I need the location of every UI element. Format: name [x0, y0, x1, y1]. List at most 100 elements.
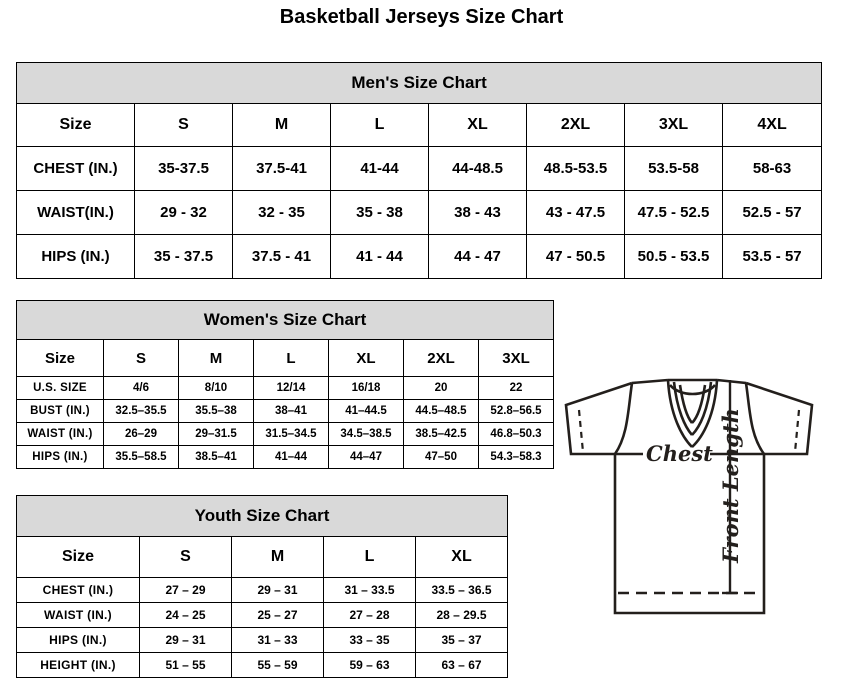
vneck-outer-curve [666, 379, 693, 448]
table-row: CHEST (IN.) 27 – 29 29 – 31 31 – 33.5 33… [16, 577, 509, 603]
youth-band-title: Youth Size Chart [15, 495, 509, 537]
womens-row-label-us-size: U.S. SIZE [16, 376, 104, 400]
mens-row-label-hips: HIPS (IN.) [16, 234, 135, 279]
mens-cell-chest-xl: 44-48.5 [428, 146, 527, 191]
youth-col-header-l: L [323, 536, 416, 578]
womens-col-header-size: Size [16, 339, 104, 377]
womens-size-chart-table: Women's Size Chart Size S M L XL 2XL 3XL… [15, 300, 555, 469]
womens-cell-hips-l: 41–44 [253, 445, 329, 469]
mens-col-header-2xl: 2XL [526, 103, 625, 147]
youth-cell-chest-l: 31 – 33.5 [323, 577, 416, 603]
youth-cell-waist-l: 27 – 28 [323, 602, 416, 628]
mens-col-header-3xl: 3XL [624, 103, 723, 147]
womens-cell-bust-l: 38–41 [253, 399, 329, 423]
womens-cell-waist-3xl: 46.8–50.3 [477, 422, 555, 446]
front-length-label: Front Length [718, 408, 743, 564]
youth-col-header-s: S [139, 536, 232, 578]
table-row: HEIGHT (IN.) 51 – 55 55 – 59 59 – 63 63 … [16, 652, 509, 678]
womens-band-title: Women's Size Chart [15, 300, 555, 340]
womens-row-label-waist: WAIST (IN.) [16, 422, 104, 446]
body-outline [613, 454, 766, 615]
youth-cell-hips-xl: 35 – 37 [414, 627, 509, 653]
youth-row-label-chest: CHEST (IN.) [16, 577, 140, 603]
womens-cell-hips-xl: 44–47 [328, 445, 404, 469]
womens-col-header-l: L [253, 339, 329, 377]
youth-band-row: Youth Size Chart [15, 495, 509, 537]
womens-cell-waist-l: 31.5–34.5 [253, 422, 329, 446]
table-row: BUST (IN.) 32.5–35.5 35.5–38 38–41 41–44… [16, 399, 555, 423]
mens-cell-waist-l: 35 - 38 [330, 190, 429, 235]
youth-cell-chest-s: 27 – 29 [139, 577, 232, 603]
mens-cell-waist-m: 32 - 35 [232, 190, 331, 235]
womens-cell-bust-3xl: 52.8–56.5 [477, 399, 555, 423]
womens-cell-waist-m: 29–31.5 [178, 422, 254, 446]
chest-label: Chest [646, 441, 713, 466]
youth-cell-hips-m: 31 – 33 [231, 627, 324, 653]
womens-band-row: Women's Size Chart [15, 300, 555, 340]
mens-cell-hips-l: 41 - 44 [330, 234, 429, 279]
mens-cell-waist-2xl: 43 - 47.5 [526, 190, 625, 235]
mens-cell-chest-l: 41-44 [330, 146, 429, 191]
table-row: HIPS (IN.) 35 - 37.5 37.5 - 41 41 - 44 4… [16, 234, 823, 279]
collar-band-arc [669, 384, 716, 396]
mens-cell-waist-3xl: 47.5 - 52.5 [624, 190, 723, 235]
youth-header-row: Size S M L XL [16, 536, 509, 578]
table-row: WAIST (IN.) 24 – 25 25 – 27 27 – 28 28 –… [16, 602, 509, 628]
womens-cell-us-size-m: 8/10 [178, 376, 254, 400]
womens-cell-waist-2xl: 38.5–42.5 [403, 422, 479, 446]
mens-cell-hips-m: 37.5 - 41 [232, 234, 331, 279]
mens-col-header-xl: XL [428, 103, 527, 147]
womens-col-header-s: S [103, 339, 179, 377]
womens-cell-bust-xl: 41–44.5 [328, 399, 404, 423]
youth-cell-height-m: 55 – 59 [231, 652, 324, 678]
womens-col-header-xl: XL [328, 339, 404, 377]
womens-cell-us-size-3xl: 22 [477, 376, 555, 400]
mens-cell-waist-xl: 38 - 43 [428, 190, 527, 235]
table-row: WAIST (IN.) 26–29 29–31.5 31.5–34.5 34.5… [16, 422, 555, 446]
mens-row-label-chest: CHEST (IN.) [16, 146, 135, 191]
mens-cell-hips-3xl: 50.5 - 53.5 [624, 234, 723, 279]
womens-cell-hips-s: 35.5–58.5 [103, 445, 179, 469]
womens-cell-us-size-xl: 16/18 [328, 376, 404, 400]
table-row: HIPS (IN.) 29 – 31 31 – 33 33 – 35 35 – … [16, 627, 509, 653]
youth-col-header-xl: XL [414, 536, 509, 578]
youth-cell-waist-m: 25 – 27 [231, 602, 324, 628]
youth-col-header-m: M [231, 536, 324, 578]
left-sleeve-outline [564, 381, 633, 456]
right-sleeve-outline [745, 381, 814, 456]
mens-col-header-s: S [134, 103, 233, 147]
womens-cell-us-size-2xl: 20 [403, 376, 479, 400]
mens-row-label-waist: WAIST(IN.) [16, 190, 135, 235]
youth-size-chart-table: Youth Size Chart Size S M L XL CHEST (IN… [15, 495, 509, 678]
mens-col-header-size: Size [16, 103, 135, 147]
left-armhole-curve [613, 382, 634, 455]
womens-cell-hips-3xl: 54.3–58.3 [477, 445, 555, 469]
table-row: CHEST (IN.) 35-37.5 37.5-41 41-44 44-48.… [16, 146, 823, 191]
youth-cell-chest-xl: 33.5 – 36.5 [414, 577, 509, 603]
mens-cell-chest-m: 37.5-41 [232, 146, 331, 191]
mens-cell-chest-4xl: 58-63 [721, 146, 823, 191]
womens-cell-bust-2xl: 44.5–48.5 [403, 399, 479, 423]
womens-cell-us-size-l: 12/14 [253, 376, 329, 400]
womens-cell-waist-s: 26–29 [103, 422, 179, 446]
mens-band-title: Men's Size Chart [15, 62, 823, 104]
table-row: HIPS (IN.) 35.5–58.5 38.5–41 41–44 44–47… [16, 445, 555, 469]
womens-col-header-m: M [178, 339, 254, 377]
youth-cell-height-xl: 63 – 67 [414, 652, 509, 678]
womens-col-header-2xl: 2XL [403, 339, 479, 377]
mens-cell-hips-4xl: 53.5 - 57 [721, 234, 823, 279]
left-shoulder-line [631, 378, 669, 385]
mens-cell-chest-2xl: 48.5-53.5 [526, 146, 625, 191]
womens-header-row: Size S M L XL 2XL 3XL [16, 339, 555, 377]
youth-cell-chest-m: 29 – 31 [231, 577, 324, 603]
womens-cell-hips-2xl: 47–50 [403, 445, 479, 469]
vneck-outer-curve-right [691, 379, 719, 448]
womens-row-label-hips: HIPS (IN.) [16, 445, 104, 469]
youth-cell-waist-xl: 28 – 29.5 [414, 602, 509, 628]
womens-cell-waist-xl: 34.5–38.5 [328, 422, 404, 446]
womens-cell-bust-s: 32.5–35.5 [103, 399, 179, 423]
mens-size-chart-table: Men's Size Chart Size S M L XL 2XL 3XL 4… [15, 62, 823, 279]
vneck-inner-curve [678, 384, 694, 424]
table-row: U.S. SIZE 4/6 8/10 12/14 16/18 20 22 [16, 376, 555, 400]
right-shoulder-line [716, 378, 747, 385]
